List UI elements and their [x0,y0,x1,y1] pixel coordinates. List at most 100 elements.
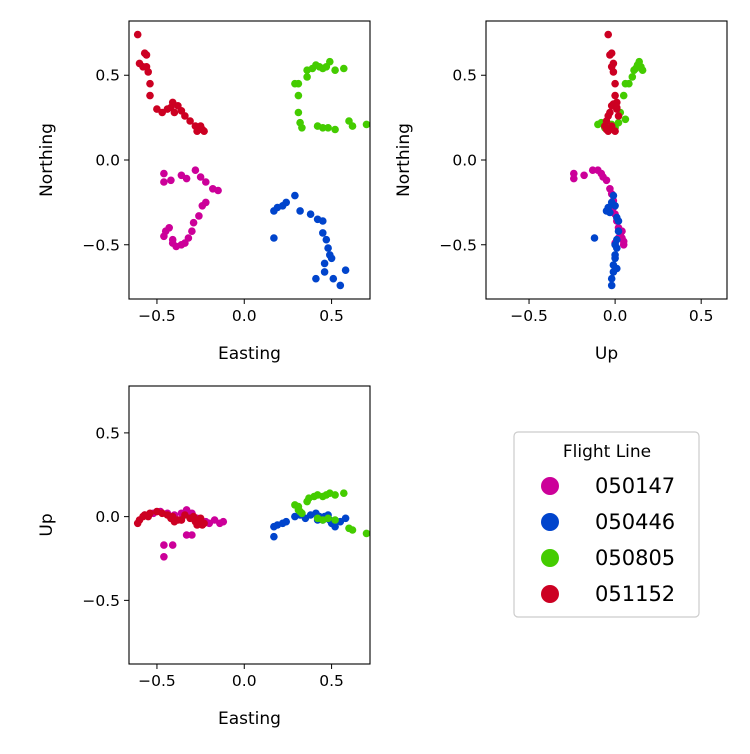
data-point [142,51,151,59]
x-tick-label: 0.0 [232,672,257,690]
data-point [188,531,196,539]
y-tick-label: −0.5 [82,592,120,610]
data-point [189,218,198,227]
data-point [588,166,597,174]
x-axis-label: Easting [218,344,281,364]
data-point [160,232,168,241]
data-point [298,124,306,132]
data-point [331,516,339,524]
data-point [196,122,205,130]
data-point [611,91,619,100]
series-050805 [291,489,371,538]
data-point [341,514,350,523]
series-050805 [291,57,371,134]
data-point [291,191,299,200]
y-tick-label: 0.5 [452,67,477,85]
data-point [362,529,371,538]
y-tick-label: −0.5 [82,236,120,254]
data-point [312,274,320,283]
data-point [580,171,588,180]
data-point [340,64,348,73]
y-tick-label: 0.0 [452,152,477,170]
data-point [168,541,177,549]
data-point [306,210,315,218]
data-point [607,274,616,283]
data-point [336,281,345,290]
data-point [614,227,623,235]
series-051152 [133,30,208,135]
x-tick-label: −0.5 [510,307,548,325]
data-point [181,112,189,120]
data-point [196,514,205,523]
data-point [270,234,278,242]
data-point [621,115,630,124]
y-axis-label: Northing [37,123,57,197]
x-axis-label: Easting [218,709,281,729]
data-point [570,174,578,183]
data-point [298,509,306,518]
easting-northing-subplot: −0.5 0.0 0.5 −0.5 0.0 0.5 Easting Northing [37,20,371,364]
data-point [611,79,619,88]
series-050446 [590,191,623,290]
data-point [331,522,339,531]
data-point [604,30,612,39]
data-point [609,59,618,68]
data-point [195,212,203,220]
data-point [319,217,327,225]
data-point [614,217,623,225]
x-tick-label: 0.0 [603,307,628,325]
series-050805 [594,57,647,132]
x-tick-label: −0.5 [138,307,176,325]
data-point [611,127,619,135]
legend-marker-050446 [541,513,559,531]
data-point [294,108,303,117]
data-point [167,176,175,185]
data-point [348,526,357,534]
x-tick-label: −0.5 [138,672,176,690]
data-point [146,91,154,100]
data-point [142,63,151,71]
data-point [590,234,599,242]
data-point [219,517,228,526]
data-point [160,541,168,549]
legend-marker-050147 [541,477,559,495]
data-point [189,512,198,521]
data-point [282,198,291,207]
data-point [191,166,200,174]
y-tick-label: 0.5 [95,424,120,442]
legend-label-050805: 050805 [595,546,675,570]
data-point [611,254,619,263]
data-point [168,235,177,244]
easting-up-subplot: −0.5 0.0 0.5 −0.5 0.0 0.5 Easting Up [37,385,371,729]
legend-marker-050805 [541,549,559,567]
data-point [611,202,619,210]
data-point [160,169,168,178]
data-point [322,235,331,244]
data-point [613,264,621,273]
data-point [324,124,332,132]
series-050446 [270,191,350,290]
data-point [319,229,327,237]
data-point [303,73,311,81]
data-point [341,266,350,275]
data-point [625,79,633,88]
series-051152 [133,507,208,529]
x-tick-label: 0.5 [319,307,344,325]
data-point [327,254,336,263]
data-point [609,68,618,76]
legend-frame [513,431,700,618]
data-point [294,91,303,100]
data-point [198,202,207,210]
legend-label-050446: 050446 [595,510,675,534]
legend-label-050147: 050147 [595,474,675,498]
data-point [186,117,194,125]
data-point [320,268,329,276]
data-point [628,73,637,81]
data-point [270,532,278,541]
x-axis-label: Up [595,344,618,364]
data-point [614,112,623,120]
data-point [133,30,142,39]
y-tick-label: 0.0 [95,508,120,526]
axes-frame [485,20,728,300]
